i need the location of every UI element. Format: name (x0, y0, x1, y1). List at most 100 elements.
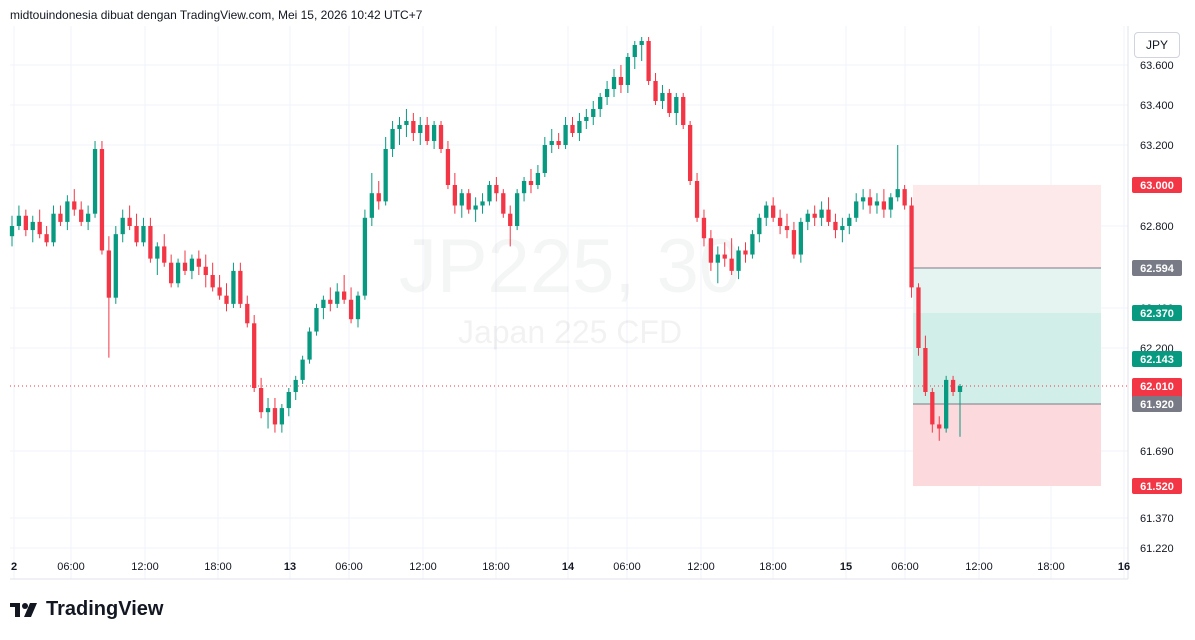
candle (909, 205, 914, 288)
candle (106, 250, 112, 298)
candle (466, 193, 471, 210)
candle (563, 125, 568, 145)
candle (189, 258, 195, 271)
candle (805, 213, 810, 222)
candle (99, 149, 105, 251)
candle (743, 250, 748, 255)
candle (51, 213, 56, 243)
price-tag-bg (1132, 478, 1182, 494)
price-tag: 62.370 (1132, 305, 1182, 321)
candle (196, 258, 201, 267)
candle (514, 193, 520, 226)
candle (224, 295, 229, 304)
candle (348, 299, 354, 320)
candle (687, 125, 693, 181)
x-tick-label: 14 (562, 561, 575, 573)
price-tag-bg (1132, 305, 1182, 321)
candle (604, 89, 610, 97)
candle (44, 234, 49, 243)
candle (425, 125, 430, 141)
candle (141, 226, 146, 243)
candle (694, 181, 700, 218)
candle (473, 205, 478, 210)
x-tick-label: 06:00 (57, 561, 85, 573)
candle (245, 303, 250, 324)
candle (120, 217, 125, 235)
candle (203, 266, 208, 276)
candle (501, 193, 506, 214)
currency-button[interactable]: JPY (1134, 32, 1180, 58)
x-tick-label: 18:00 (482, 561, 510, 573)
candle (528, 181, 534, 185)
candle (431, 125, 437, 141)
price-tag-label: 61.920 (1140, 399, 1174, 411)
candle (826, 209, 831, 222)
candle (355, 295, 361, 320)
candle (342, 291, 347, 300)
y-tick-label: 63.200 (1140, 140, 1174, 152)
candle (646, 41, 651, 81)
chart-caption: midtouindonesia dibuat dengan TradingVie… (10, 8, 423, 22)
candle (736, 250, 741, 271)
candle (258, 388, 264, 413)
candle (819, 209, 824, 218)
candle (757, 217, 762, 235)
x-tick-label: 13 (284, 561, 296, 573)
candle (175, 262, 181, 284)
candle (902, 189, 907, 206)
candle (542, 145, 547, 173)
candle (210, 275, 215, 288)
candle (85, 213, 91, 222)
x-tick-label: 12:00 (965, 561, 993, 573)
candle (30, 221, 35, 231)
price-tag-label: 62.370 (1140, 308, 1174, 320)
candle (459, 193, 464, 206)
price-tag: 62.594 (1132, 260, 1182, 276)
y-tick-label: 62.800 (1140, 221, 1174, 233)
candle (867, 197, 873, 206)
price-tag: 61.920 (1132, 396, 1182, 412)
candle (79, 209, 84, 222)
candle (92, 149, 98, 214)
tradingview-logo[interactable]: TradingView (10, 598, 163, 621)
candle (667, 93, 672, 113)
candle (286, 392, 291, 409)
candle (840, 226, 845, 231)
candle (812, 213, 817, 218)
price-tag: 61.520 (1132, 478, 1182, 494)
candle (750, 234, 755, 255)
price-tag: 63.000 (1132, 177, 1182, 193)
candle (930, 392, 935, 425)
candle (279, 408, 285, 425)
x-axis: 2 06:00 12:00 18:00 13 06:00 12:00 18:00 14 06:00… (11, 561, 1130, 573)
x-tick-label: 16 (1118, 561, 1130, 573)
candle (798, 221, 803, 255)
candle (272, 408, 278, 425)
candles (9, 37, 963, 441)
candle (9, 226, 15, 237)
candle (895, 189, 900, 198)
position-zones (913, 185, 1101, 486)
candle (72, 201, 77, 210)
candle (390, 129, 395, 149)
candle (570, 125, 575, 133)
candle (611, 77, 617, 89)
watermark: JP225, 30 Japan 225 CFD (399, 224, 741, 350)
long-stop-zone (913, 404, 1101, 486)
candle (957, 386, 963, 392)
candle (771, 205, 776, 218)
candle (577, 121, 582, 133)
candle (397, 125, 402, 129)
x-tick-label: 06:00 (335, 561, 363, 573)
y-tick-label: 63.400 (1140, 100, 1174, 112)
candle (521, 181, 527, 194)
candle (217, 287, 222, 296)
x-tick-label: 06:00 (891, 561, 919, 573)
candle (847, 217, 852, 226)
price-tag-label: 63.000 (1140, 180, 1174, 192)
price-tag-bg (1132, 396, 1182, 412)
candle (300, 359, 305, 380)
candle (508, 213, 513, 226)
candle (556, 141, 561, 145)
